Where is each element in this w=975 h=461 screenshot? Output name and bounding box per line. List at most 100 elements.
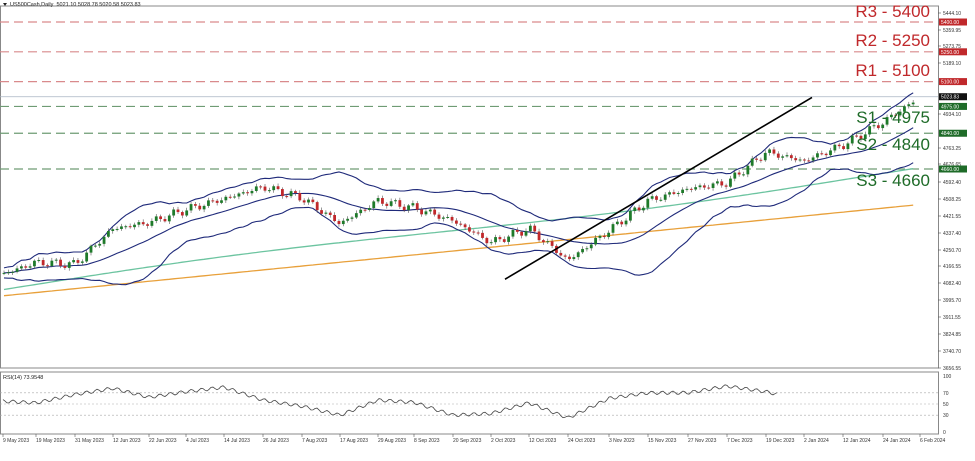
candle (589, 244, 593, 249)
candle (281, 189, 284, 197)
x-axis-tick: 26 Jul 2023 (263, 438, 289, 444)
candle (302, 200, 306, 203)
candle (602, 235, 606, 238)
candle (46, 265, 49, 267)
x-axis-tick: 24 Jan 2024 (883, 438, 911, 444)
candle (368, 208, 371, 210)
y-axis-tick: 4250.70 (943, 248, 961, 254)
y-axis-tick: 4676.65 (943, 162, 961, 168)
candle (633, 207, 637, 212)
candle (211, 200, 215, 202)
candle (537, 231, 541, 241)
candle (515, 230, 519, 232)
candle (189, 204, 193, 211)
support-price-tag (939, 129, 967, 137)
candle (789, 155, 793, 159)
candle (911, 102, 915, 105)
candle (415, 203, 419, 210)
candle (124, 226, 128, 228)
candle (894, 114, 898, 116)
candle (115, 228, 119, 230)
resistance-label-r1: R1 - 5100 (855, 61, 930, 80)
candle (137, 222, 141, 225)
candle (668, 192, 671, 195)
x-axis-tick: 17 Aug 2023 (340, 438, 368, 444)
x-axis-tick: 19 Dec 2023 (766, 438, 795, 444)
candle (759, 159, 763, 161)
candle (850, 135, 854, 144)
x-axis-tick: 14 Jul 2023 (224, 438, 250, 444)
candle (37, 260, 41, 262)
candle (289, 191, 293, 197)
candle (363, 209, 367, 211)
resistance-label-r2: R2 - 5250 (855, 31, 930, 50)
y-axis-tick: 3740.70 (943, 349, 961, 355)
svg-text:5250.00: 5250.00 (941, 50, 959, 56)
y-axis-tick: 4082.40 (943, 281, 961, 287)
candle (637, 207, 641, 211)
resistance-price-tag (939, 18, 967, 26)
candle (359, 209, 363, 214)
candle (54, 259, 58, 261)
candle (559, 252, 563, 256)
candle (372, 201, 376, 209)
candle (702, 185, 706, 188)
candle (803, 159, 806, 161)
candle (402, 206, 406, 211)
candle (663, 194, 667, 200)
candle (903, 106, 906, 112)
x-axis-tick: 8 Sep 2023 (414, 438, 440, 444)
candle (881, 124, 885, 129)
candle (111, 229, 115, 232)
candle (220, 200, 223, 203)
candle (320, 210, 323, 214)
candle (233, 196, 236, 198)
candle (6, 272, 10, 274)
candle (820, 153, 824, 155)
candle (437, 214, 441, 219)
candle (472, 231, 476, 233)
uptrend-line[interactable] (504, 96, 813, 280)
candle (511, 230, 515, 237)
candle (776, 153, 780, 158)
candle (694, 187, 698, 190)
candle (354, 213, 358, 218)
rsi-axis-tick: 100 (943, 374, 952, 380)
candle (128, 226, 132, 228)
x-axis-tick: 12 Oct 2023 (529, 438, 556, 444)
candle (629, 211, 632, 221)
x-axis-tick: 15 Nov 2023 (648, 438, 677, 444)
candle (550, 241, 554, 246)
candle (172, 209, 176, 216)
candle (468, 227, 471, 232)
candle (376, 198, 380, 202)
candle (107, 231, 110, 237)
y-axis-tick: 3995.70 (943, 298, 961, 304)
candle (389, 201, 393, 206)
svg-text:5100.00: 5100.00 (941, 80, 959, 86)
candle (285, 196, 289, 198)
chart-header: US500Cash,Daily 5021.10 5028.78 5020.58 … (3, 2, 141, 8)
rsi-label: RSI(14) 73.9548 (3, 375, 44, 381)
candle (241, 192, 245, 194)
candle (159, 216, 162, 220)
rsi-axis-tick: 50 (943, 402, 949, 408)
y-axis-tick: 4592.40 (943, 180, 961, 186)
candle (215, 200, 219, 203)
candle (250, 190, 254, 194)
resistance-label-r3: R3 - 5400 (855, 2, 930, 21)
candle (450, 216, 454, 221)
x-axis-tick: 12 Jun 2023 (113, 438, 141, 444)
x-axis-tick: 6 Feb 2024 (920, 438, 946, 444)
y-axis-tick: 4421.55 (943, 214, 961, 220)
candle (33, 260, 36, 267)
candle (141, 222, 145, 225)
candle (846, 143, 850, 150)
svg-text:5023.83: 5023.83 (941, 95, 959, 101)
x-axis-tick: 12 Jan 2024 (843, 438, 871, 444)
candle (785, 155, 789, 157)
support-label-s2: S2 - 4840 (856, 135, 930, 154)
collapse-triangle-icon[interactable] (3, 3, 7, 7)
